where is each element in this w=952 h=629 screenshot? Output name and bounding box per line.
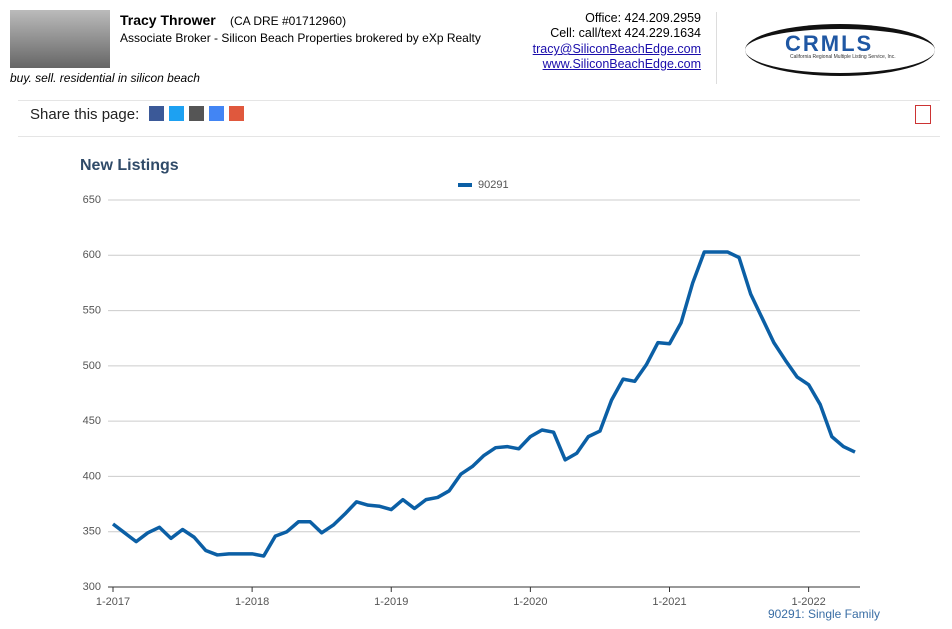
y-tick-label: 450 xyxy=(83,415,101,427)
share-realtor[interactable] xyxy=(189,106,204,121)
website-link[interactable]: www.SiliconBeachEdge.com xyxy=(542,57,701,71)
series-line xyxy=(111,250,856,558)
logo-swoosh xyxy=(745,24,935,76)
y-tick-label: 550 xyxy=(83,304,101,316)
footnote: 90291: Single Family xyxy=(768,607,880,621)
share-facebook[interactable] xyxy=(149,106,164,121)
office-phone: Office: 424.209.2959 xyxy=(585,11,701,25)
agent-title: Associate Broker - Silicon Beach Propert… xyxy=(120,31,481,45)
y-tick-label: 600 xyxy=(83,249,101,261)
x-tick-label: 1-2019 xyxy=(374,596,408,608)
tagline: buy. sell. residential in silicon beach xyxy=(10,71,200,85)
y-tick-label: 400 xyxy=(83,470,101,482)
email-link[interactable]: tracy@SiliconBeachEdge.com xyxy=(532,42,701,56)
share-label: Share this page: xyxy=(30,106,140,123)
divider xyxy=(716,12,717,84)
pdf-icon[interactable] xyxy=(915,105,931,124)
agent-photo xyxy=(10,10,110,68)
x-tick-label: 1-2021 xyxy=(652,596,686,608)
logo-subtitle: California Regional Multiple Listing Ser… xyxy=(790,54,896,60)
x-tick-label: 1-2018 xyxy=(235,596,269,608)
chart-title: New Listings xyxy=(80,157,179,174)
cell-phone: Cell: call/text 424.229.1634 xyxy=(550,26,701,40)
y-tick-label: 650 xyxy=(83,194,101,206)
legend-label: 90291 xyxy=(478,179,509,191)
x-tick-label: 1-2017 xyxy=(96,596,130,608)
y-tick-label: 350 xyxy=(83,526,101,538)
x-tick-label: 1-2022 xyxy=(791,596,825,608)
agent-name: Tracy Thrower xyxy=(120,12,216,28)
x-tick-label: 1-2020 xyxy=(513,596,547,608)
rule xyxy=(18,136,940,137)
rule xyxy=(18,100,940,101)
y-tick-label: 500 xyxy=(83,360,101,372)
share-more[interactable] xyxy=(229,106,244,121)
y-tick-label: 300 xyxy=(83,581,101,593)
share-twitter[interactable] xyxy=(169,106,184,121)
agent-license: (CA DRE #01712960) xyxy=(230,14,347,28)
share-google[interactable] xyxy=(209,106,224,121)
logo-text: CRMLS xyxy=(785,31,874,56)
